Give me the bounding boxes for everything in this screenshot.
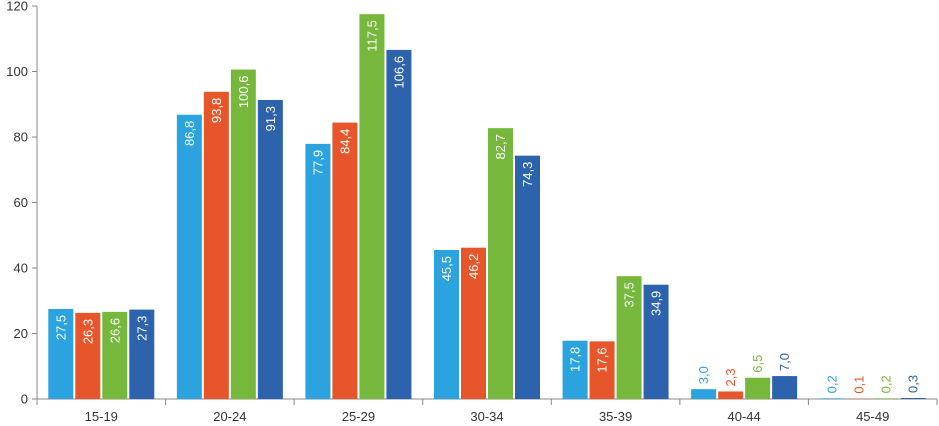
data-label: 6,5 [750, 355, 765, 373]
data-label: 84,4 [337, 129, 352, 154]
data-label: 17,8 [568, 347, 583, 372]
x-tick-label: 30-34 [470, 409, 503, 424]
bar [230, 69, 256, 399]
x-tick-label: 45-49 [856, 409, 889, 424]
bar [257, 99, 283, 400]
data-label: 0,3 [906, 375, 921, 393]
data-label: 82,7 [493, 134, 508, 159]
data-label: 117,5 [364, 20, 379, 52]
y-tick-label: 0 [21, 392, 28, 407]
bar [873, 398, 899, 399]
bar [386, 49, 412, 399]
data-label: 77,9 [310, 150, 325, 175]
data-label: 7,0 [777, 353, 792, 371]
bar [332, 122, 358, 399]
y-tick-label: 20 [14, 326, 28, 341]
bar [203, 91, 229, 400]
data-label: 45,5 [439, 256, 454, 281]
x-tick-label: 20-24 [213, 409, 246, 424]
bar [515, 155, 540, 399]
data-label: 0,2 [825, 375, 840, 393]
data-label: 37,5 [622, 282, 637, 307]
data-label: 17,6 [595, 347, 610, 372]
bar [305, 143, 331, 399]
data-label: 46,2 [466, 254, 481, 279]
x-tick-label: 35-39 [599, 409, 632, 424]
data-label: 2,3 [723, 368, 738, 386]
x-tick-label: 25-29 [342, 409, 375, 424]
data-label: 0,1 [852, 376, 867, 394]
bar [461, 247, 486, 399]
bar [102, 311, 128, 399]
bar [819, 398, 845, 399]
data-label: 91,3 [263, 106, 278, 131]
data-label: 27,5 [53, 315, 68, 340]
data-label: 34,9 [649, 291, 664, 316]
y-tick-label: 80 [14, 130, 28, 145]
bar [772, 376, 798, 399]
data-label: 26,3 [80, 319, 95, 344]
data-label: 3,0 [696, 366, 711, 384]
bar [643, 284, 669, 399]
bar [745, 377, 771, 399]
bar [562, 340, 588, 399]
bar [488, 128, 513, 399]
bar [75, 312, 101, 399]
bar [129, 309, 155, 399]
bar [616, 276, 642, 399]
bar [434, 249, 459, 399]
bar [176, 114, 202, 399]
y-tick-label: 100 [6, 64, 28, 79]
data-label: 93,8 [209, 98, 224, 123]
bar [900, 398, 926, 399]
bar [589, 341, 615, 399]
data-label: 26,6 [107, 318, 122, 343]
bar [718, 391, 744, 399]
y-tick-label: 40 [14, 261, 28, 276]
data-label: 100,6 [236, 76, 251, 109]
bar [48, 308, 74, 399]
y-tick-label: 120 [6, 0, 28, 14]
data-label: 106,6 [391, 56, 406, 89]
y-tick-label: 60 [14, 195, 28, 210]
bar [359, 14, 385, 399]
data-label: 27,3 [134, 316, 149, 341]
x-tick-label: 15-19 [85, 409, 118, 424]
x-tick-label: 40-44 [728, 409, 761, 424]
data-label: 74,3 [520, 162, 535, 187]
bar [691, 389, 717, 399]
data-label: 86,8 [182, 121, 197, 146]
data-label: 0,2 [879, 375, 894, 393]
